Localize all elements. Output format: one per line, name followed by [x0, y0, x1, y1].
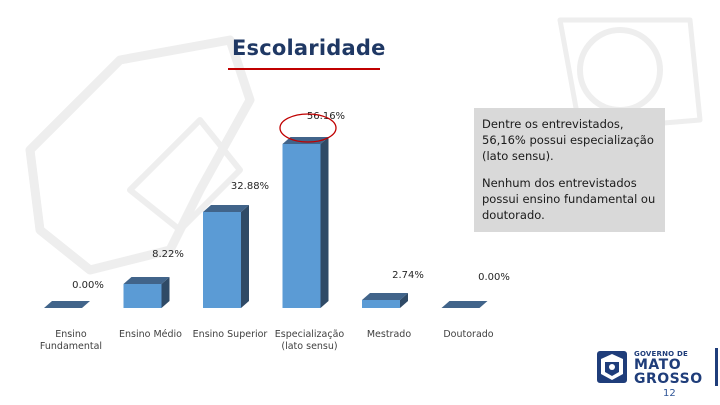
data-label-2: 32.88% — [231, 181, 269, 192]
data-label-3: 56.16% — [307, 111, 345, 122]
bar-top-2 — [203, 204, 249, 212]
category-label-0: Ensino Fundamental — [40, 329, 102, 352]
bar-front-1 — [123, 283, 162, 308]
bar-2 — [203, 204, 249, 308]
bar-side-1 — [161, 276, 170, 308]
bar-front-4 — [362, 299, 400, 308]
bar-top-5 — [441, 301, 488, 308]
category-label-5: Doutorado — [443, 329, 493, 340]
logo-line-mato: MATO — [634, 357, 682, 373]
bar-5 — [441, 301, 488, 308]
logo-line-government: GOVERNO DE — [634, 350, 688, 358]
callout-paragraph-none: Nenhum dos entrevistados possui ensino f… — [482, 176, 656, 222]
data-label-5: 0.00% — [478, 272, 510, 283]
bar-1 — [123, 276, 170, 308]
info-callout: Dentre os entrevistados, 56,16% possui e… — [474, 108, 665, 232]
bar-side-2 — [241, 204, 249, 308]
bar-side-3 — [320, 137, 329, 308]
category-label-3: Especialização (lato sensu) — [275, 329, 345, 352]
bar-3 — [282, 137, 329, 308]
bar-top-3 — [282, 137, 329, 144]
bar-front-3 — [282, 144, 321, 308]
bar-front-2 — [203, 211, 241, 308]
bar-0 — [44, 301, 90, 308]
data-label-4: 2.74% — [392, 270, 424, 281]
callout-paragraph-specialization: Dentre os entrevistados, 56,16% possui e… — [482, 117, 654, 163]
bar-4 — [362, 292, 408, 308]
bar-top-1 — [123, 276, 170, 284]
highlight-circle — [279, 113, 337, 143]
data-label-0: 0.00% — [72, 280, 104, 291]
data-label-1: 8.22% — [152, 249, 184, 260]
category-label-1: Ensino Médio — [119, 329, 182, 340]
category-label-4: Mestrado — [367, 329, 411, 340]
bar-top-0 — [44, 301, 90, 308]
logo-line-grosso: GROSSO — [634, 371, 703, 387]
logo-divider — [715, 348, 718, 386]
government-logo: GOVERNO DE MATO GROSSO — [596, 348, 718, 388]
page-number: 12 — [663, 388, 676, 399]
bar-side-4 — [400, 292, 408, 308]
title-underline — [228, 68, 380, 70]
category-label-2: Ensino Superior — [193, 329, 268, 340]
bar-top-4 — [362, 292, 408, 300]
state-seal-icon — [597, 351, 627, 383]
slide-title: Escolaridade — [232, 36, 386, 60]
